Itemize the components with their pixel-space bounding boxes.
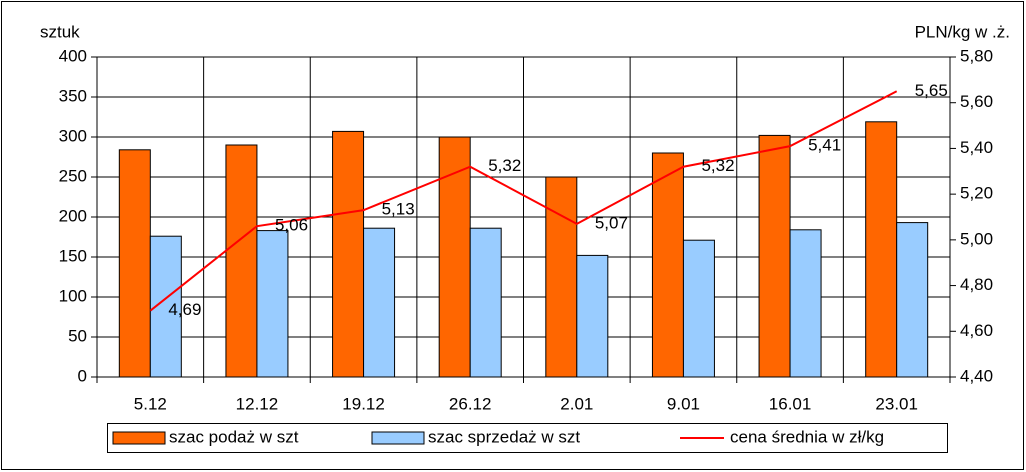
bar	[118, 149, 151, 378]
data-label: 5,41	[808, 136, 841, 155]
legend-label: szac podaż w szt	[169, 427, 299, 446]
bar	[896, 222, 929, 378]
data-label: 4,69	[168, 300, 201, 319]
bar	[576, 254, 609, 378]
y2-tick-label: 4,80	[960, 275, 993, 294]
bar	[332, 130, 365, 378]
y2-tick-label: 5,40	[960, 138, 993, 157]
y-axis-label: sztuk	[40, 22, 80, 41]
x-tick-label: 26.12	[449, 394, 492, 413]
line	[149, 90, 898, 312]
x-tick-label: 9.01	[667, 394, 700, 413]
bar	[758, 134, 791, 378]
y-tick-label: 100	[59, 286, 87, 305]
y-tick-label: 150	[59, 246, 87, 265]
bar	[651, 152, 684, 378]
data-label: 5,65	[915, 81, 948, 100]
data-label: 5,07	[595, 213, 628, 232]
y2-tick-label: 5,60	[960, 92, 993, 111]
y2-tick-label: 5,20	[960, 184, 993, 203]
bar	[545, 176, 578, 378]
legend-box	[107, 423, 948, 453]
y-tick-label: 400	[59, 46, 87, 65]
bar	[865, 121, 898, 378]
x-tick-label: 5.12	[134, 394, 167, 413]
plot-border	[96, 56, 951, 378]
data-label: 5,06	[275, 216, 308, 235]
y2-axis-label: PLN/kg w .ż.	[915, 22, 1010, 41]
legend-label: cena średnia w zł/kg	[730, 427, 884, 446]
y2-tick-label: 5,80	[960, 46, 993, 65]
x-tick-label: 12.12	[236, 394, 279, 413]
legend-swatch	[371, 431, 425, 445]
y2-tick-label: 4,40	[960, 366, 993, 385]
y-tick-label: 300	[59, 126, 87, 145]
legend-label: szac sprzedaż w szt	[428, 427, 580, 446]
y-tick-label: 350	[59, 86, 87, 105]
y-tick-label: 250	[59, 166, 87, 185]
y2-tick-label: 4,60	[960, 321, 993, 340]
legend-swatch	[112, 431, 166, 445]
y-tick-label: 200	[59, 206, 87, 225]
x-tick-label: 2.01	[560, 394, 593, 413]
bar	[363, 227, 396, 378]
bar	[225, 144, 258, 378]
bar	[469, 227, 502, 378]
data-label: 5,32	[488, 156, 521, 175]
data-label: 5,13	[382, 200, 415, 219]
y-tick-label: 0	[78, 366, 87, 385]
x-tick-label: 23.01	[875, 394, 918, 413]
y2-tick-label: 5,00	[960, 229, 993, 248]
x-tick-label: 19.12	[342, 394, 385, 413]
y-tick-label: 50	[68, 326, 87, 345]
bar	[256, 230, 289, 378]
data-label: 5,32	[701, 156, 734, 175]
x-tick-label: 16.01	[769, 394, 812, 413]
bar	[789, 229, 822, 378]
bar	[682, 239, 715, 378]
